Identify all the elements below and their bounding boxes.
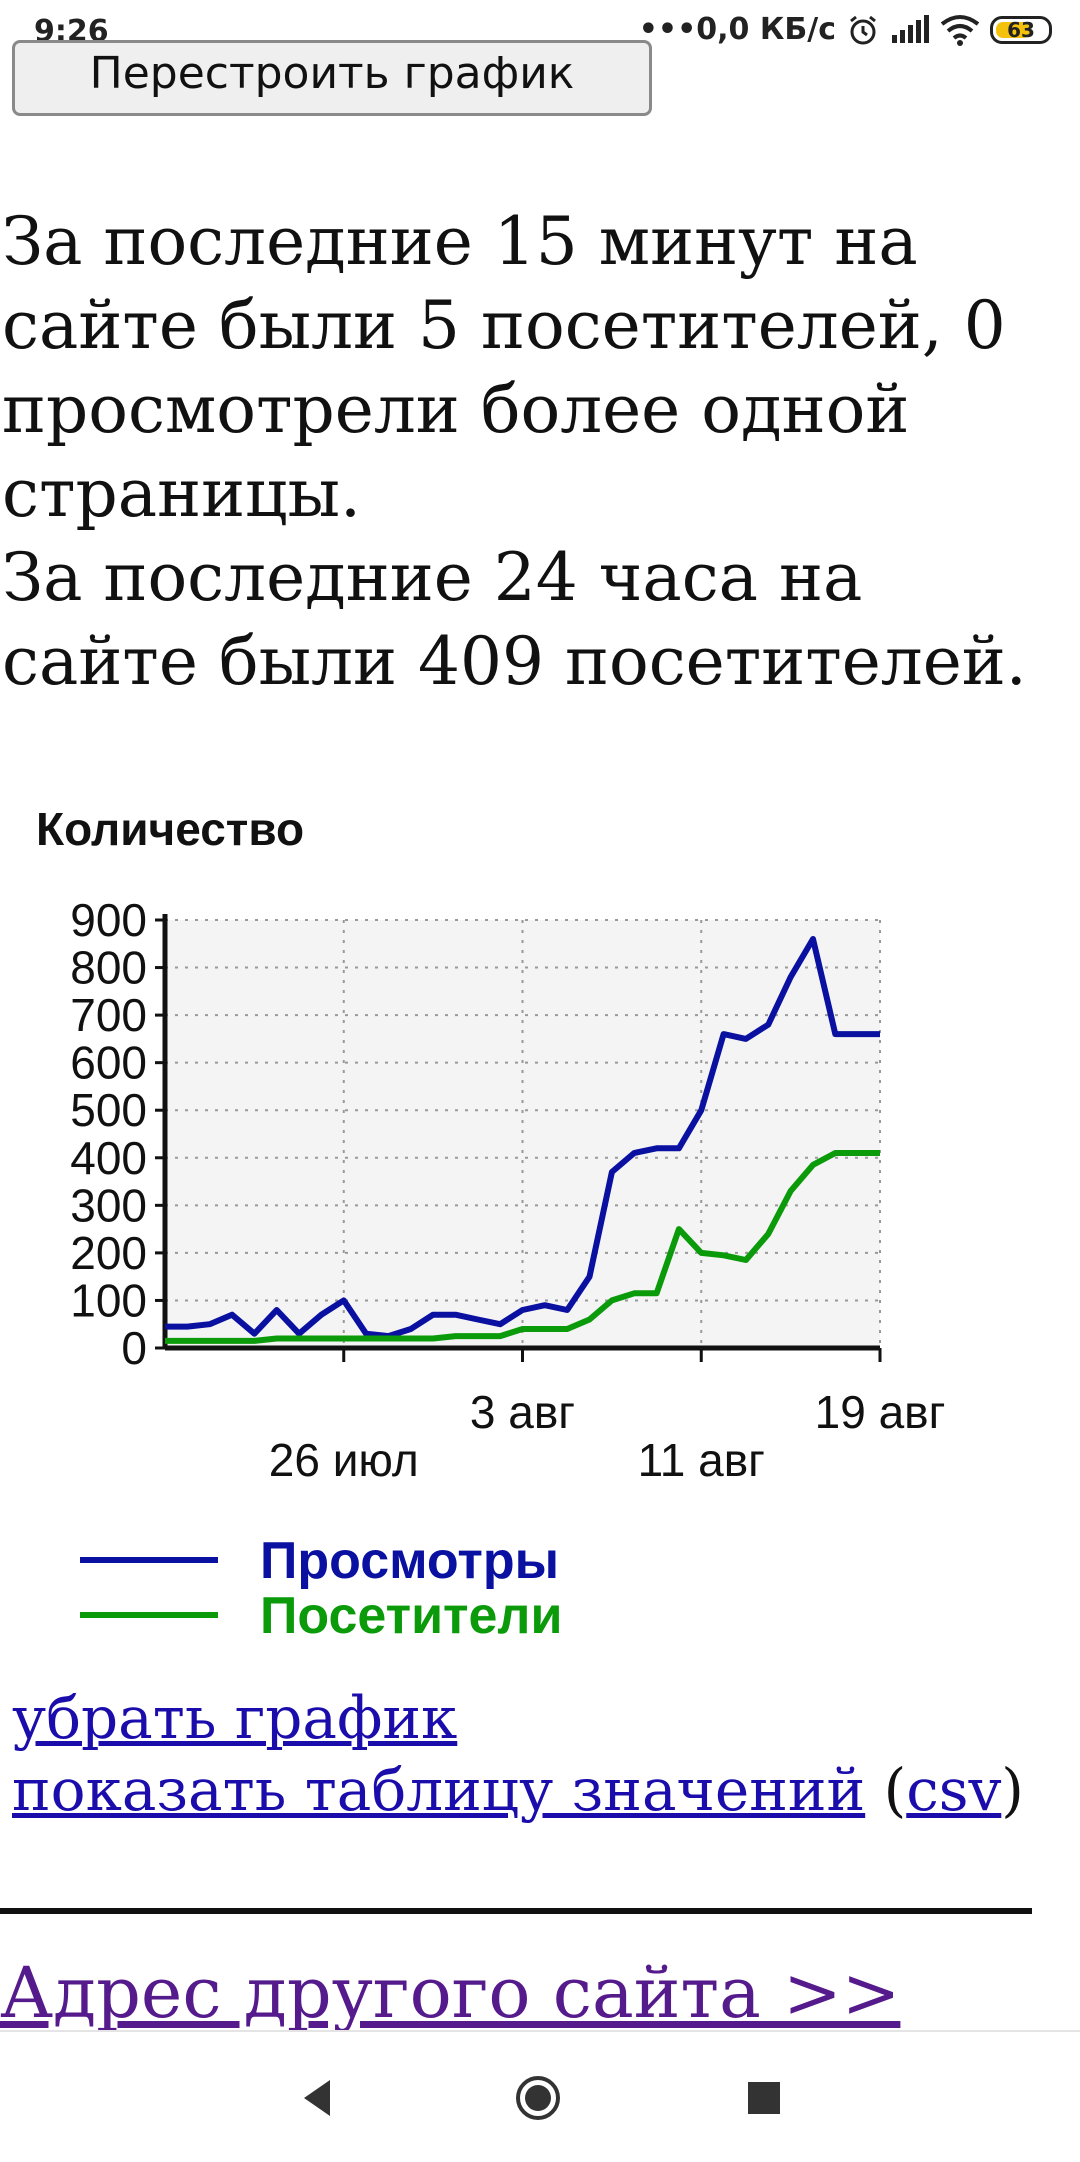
- chart-title: Количество: [36, 803, 304, 855]
- x-tick-label: 26 июл: [269, 1434, 419, 1486]
- chart-links: убрать график показать таблицу значений …: [12, 1682, 1024, 1826]
- legend-label: Просмотры: [260, 1532, 559, 1590]
- y-tick-label: 900: [70, 894, 147, 946]
- y-tick-label: 200: [70, 1227, 147, 1279]
- y-tick-label: 300: [70, 1179, 147, 1231]
- recents-icon[interactable]: [740, 2074, 788, 2122]
- y-tick-label: 500: [70, 1084, 147, 1136]
- rebuild-chart-button[interactable]: Перестроить график: [12, 40, 652, 116]
- back-icon[interactable]: [294, 2074, 342, 2122]
- battery-level: 63: [1007, 17, 1035, 42]
- hide-chart-link[interactable]: убрать график: [12, 1684, 458, 1752]
- csv-link[interactable]: csv: [906, 1756, 1002, 1824]
- traffic-chart: Количество 0 100 200 300 400 500 600 700 800 900 26…: [0, 800, 1080, 1650]
- y-tick-label: 600: [70, 1037, 147, 1089]
- net-speed: •••0,0 КБ/с: [638, 12, 836, 47]
- series-line-views: [165, 936, 880, 1340]
- wifi-icon: [940, 14, 980, 46]
- y-tick-label: 700: [70, 989, 147, 1041]
- y-tick-label: 100: [70, 1274, 147, 1326]
- x-tick-label: 11 авг: [638, 1434, 765, 1486]
- stats-15min: За последние 15 минут на сайте были 5 по…: [2, 203, 1006, 532]
- legend-label: Посетители: [260, 1587, 562, 1645]
- y-tick-label: 400: [70, 1132, 147, 1184]
- y-tick-label: 800: [70, 942, 147, 994]
- x-tick-label: 3 авг: [470, 1386, 575, 1438]
- plot-area: [165, 920, 880, 1348]
- y-tick-label: 0: [121, 1322, 147, 1374]
- other-site: Адрес другого сайта >>: [0, 1952, 900, 2034]
- visitor-stats: За последние 15 минут на сайте были 5 по…: [2, 200, 1072, 704]
- status-indicators: •••0,0 КБ/с 63: [639, 12, 1052, 47]
- other-site-link[interactable]: Адрес другого сайта >>: [0, 1952, 901, 2034]
- signal-icon: [892, 14, 929, 43]
- paren-open: (: [883, 1756, 907, 1824]
- paren-close: ): [1001, 1756, 1024, 1824]
- series-line-visitors: [165, 1150, 880, 1344]
- x-tick-label: 19 авг: [815, 1386, 946, 1438]
- show-table-link[interactable]: показать таблицу значений: [12, 1756, 866, 1824]
- stats-24h: За последние 24 часа на сайте были 409 п…: [2, 539, 1027, 700]
- alarm-icon: [850, 15, 876, 44]
- home-icon[interactable]: [514, 2074, 562, 2122]
- navigation-bar: [0, 2030, 1080, 2162]
- status-bar: 9:26 •••0,0 КБ/с 63: [0, 0, 1080, 64]
- battery-icon: 63: [990, 15, 1052, 44]
- divider: [0, 1908, 1032, 1914]
- rebuild-chart-label: Перестроить график: [89, 48, 575, 99]
